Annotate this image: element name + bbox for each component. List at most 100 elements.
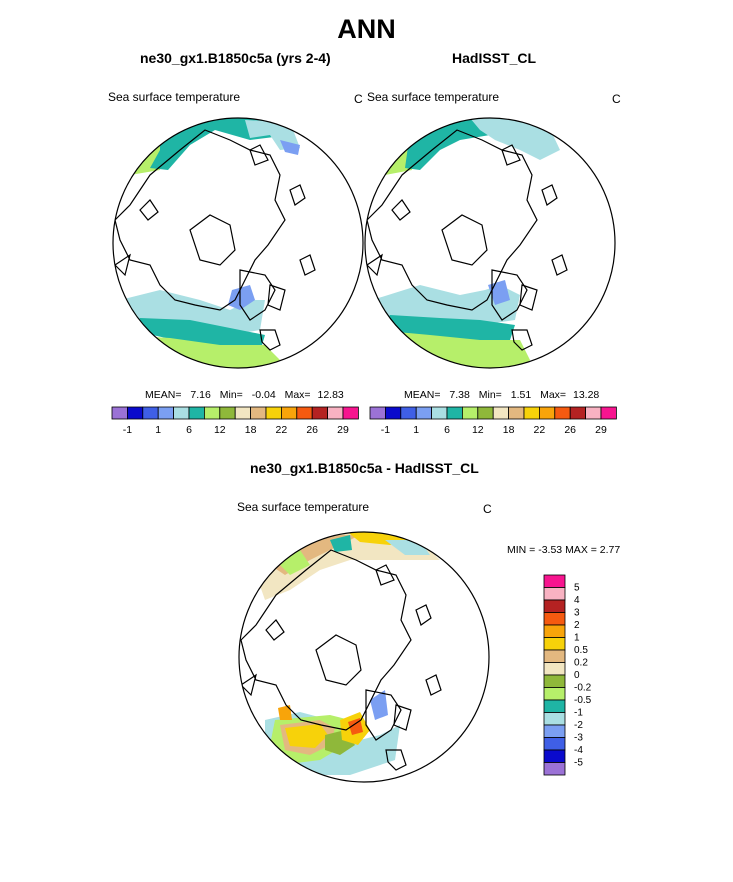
colorbar-swatch xyxy=(543,574,566,588)
diff-region-arctic-blue xyxy=(370,690,388,720)
colorbar-swatch xyxy=(431,406,448,420)
colorbar-swatch xyxy=(543,674,566,688)
colorbar-tick-label: -1 xyxy=(381,424,390,436)
colorbar-tick-label: 18 xyxy=(245,424,257,436)
colorbar-swatch xyxy=(523,406,540,420)
colorbar-tick-label: 6 xyxy=(186,424,192,436)
mean-label: MEAN= xyxy=(145,389,182,401)
max-value: 12.83 xyxy=(317,389,344,401)
colorbar-swatch xyxy=(265,406,282,420)
colorbar-tick-label: 12 xyxy=(472,424,484,436)
colorbar-tick-label: -0.5 xyxy=(574,695,592,706)
colorbar-swatch xyxy=(585,406,602,420)
page-title: ANN xyxy=(337,14,396,44)
max-value: 13.28 xyxy=(572,389,600,401)
colorbar-swatch xyxy=(508,406,525,420)
colorbar-tick-label: 18 xyxy=(503,424,515,436)
colorbar-swatch xyxy=(296,406,313,420)
mean-label: MEAN= xyxy=(404,389,441,401)
colorbar-swatch xyxy=(369,406,386,420)
diff-region-pacific-teal xyxy=(330,535,352,552)
colorbar-tick-label: 2 xyxy=(574,620,580,631)
colorbar-swatch xyxy=(543,637,566,651)
diff-region-atlantic-yellow xyxy=(285,724,328,748)
colorbar-swatch xyxy=(543,587,566,601)
min-value: -0.04 xyxy=(251,389,276,401)
colorbar-swatch xyxy=(219,406,236,420)
colorbar-swatch xyxy=(250,406,267,420)
sst-region-right-pacific-cyan xyxy=(470,118,560,160)
colorbar-tick-label: -4 xyxy=(574,745,583,756)
colorbar-swatch xyxy=(543,699,566,713)
diff-region-atlantic-red xyxy=(348,718,363,735)
colorbar-tick-label: 0 xyxy=(574,670,580,681)
colorbar-swatch xyxy=(461,406,479,420)
colorbar-tick-label: 6 xyxy=(444,424,450,436)
panel-right-units: C xyxy=(612,92,621,106)
min-label: Min= xyxy=(478,389,502,401)
colorbar-swatch xyxy=(446,406,463,420)
colorbar-tick-label: 26 xyxy=(564,424,576,436)
colorbar-swatch xyxy=(543,749,566,763)
colorbar-tick-label: 1 xyxy=(155,424,161,436)
sst-region-left-atlantic-blue xyxy=(228,285,255,310)
colorbar-swatch xyxy=(543,612,566,626)
colorbar-swatch xyxy=(569,406,587,420)
colorbar-tick-label: 12 xyxy=(214,424,226,436)
colorbar-swatch xyxy=(384,406,402,420)
max-label: Max= xyxy=(540,389,567,401)
panel-left-units: C xyxy=(354,92,363,106)
diff-panel-variable: Sea surface temperature xyxy=(237,500,370,514)
colorbar-swatch xyxy=(157,406,174,420)
colorbar-swatch xyxy=(492,406,510,420)
colorbar-right: -1 1 6 12 18 22 26 29 xyxy=(369,406,617,436)
colorbar-swatch xyxy=(543,662,566,676)
coastlines-diff xyxy=(240,549,442,771)
panel-right-stats: MEAN= 7.38 Min= 1.51 Max= 13.28 xyxy=(404,389,599,401)
diff-region-pacific-green xyxy=(275,550,310,575)
max-label: Max= xyxy=(284,389,311,401)
coastlines-left xyxy=(114,129,316,351)
colorbar-swatch xyxy=(543,599,566,613)
mean-value: 7.16 xyxy=(190,389,211,401)
mean-value: 7.38 xyxy=(449,389,470,401)
min-label: Min= xyxy=(219,389,243,401)
colorbar-tick-label: 4 xyxy=(574,595,580,606)
sst-region-left-atlantic-teal xyxy=(130,318,265,345)
map-right xyxy=(364,117,616,369)
sst-region-left-pacific-blue xyxy=(280,140,300,155)
colorbar-swatch xyxy=(342,406,359,420)
colorbar-swatch xyxy=(477,406,494,420)
colorbar-swatch xyxy=(539,406,556,420)
colorbar-tick-label: 29 xyxy=(595,424,607,436)
colorbar-tick-label: -1 xyxy=(123,424,132,436)
colorbar-tick-label: 5 xyxy=(574,583,580,594)
colorbar-swatch xyxy=(543,687,566,701)
coastlines-right xyxy=(366,129,568,351)
colorbar-tick-label: -1 xyxy=(574,708,583,719)
diff-panel-stats: MIN = -3.53 MAX = 2.77 xyxy=(507,544,621,556)
panel-left-title: ne30_gx1.B1850c5a (yrs 2-4) xyxy=(140,50,331,66)
colorbar-tick-label: 0.5 xyxy=(574,645,588,656)
colorbar-tick-label: 22 xyxy=(534,424,546,436)
colorbar-tick-label: 22 xyxy=(276,424,288,436)
map-diff xyxy=(238,531,490,783)
colorbar-swatch xyxy=(400,406,417,420)
panel-right-variable: Sea surface temperature xyxy=(367,90,500,104)
colorbar-swatch xyxy=(188,406,205,420)
colorbar-tick-label: -2 xyxy=(574,720,583,731)
colorbar-tick-label: 0.2 xyxy=(574,658,588,669)
colorbar-tick-label: 26 xyxy=(306,424,318,436)
colorbar-swatch xyxy=(327,406,344,420)
colorbar-swatch xyxy=(142,406,159,420)
colorbar-tick-label: 29 xyxy=(337,424,349,436)
colorbar-swatch xyxy=(600,406,617,420)
colorbar-swatch xyxy=(543,762,566,776)
colorbar-swatch xyxy=(543,737,566,751)
min-value: 1.51 xyxy=(510,389,532,401)
colorbar-swatch xyxy=(554,406,571,420)
map-left xyxy=(112,117,364,369)
diff-region-atlantic-orange xyxy=(278,705,292,720)
colorbar-tick-label: 1 xyxy=(413,424,419,436)
